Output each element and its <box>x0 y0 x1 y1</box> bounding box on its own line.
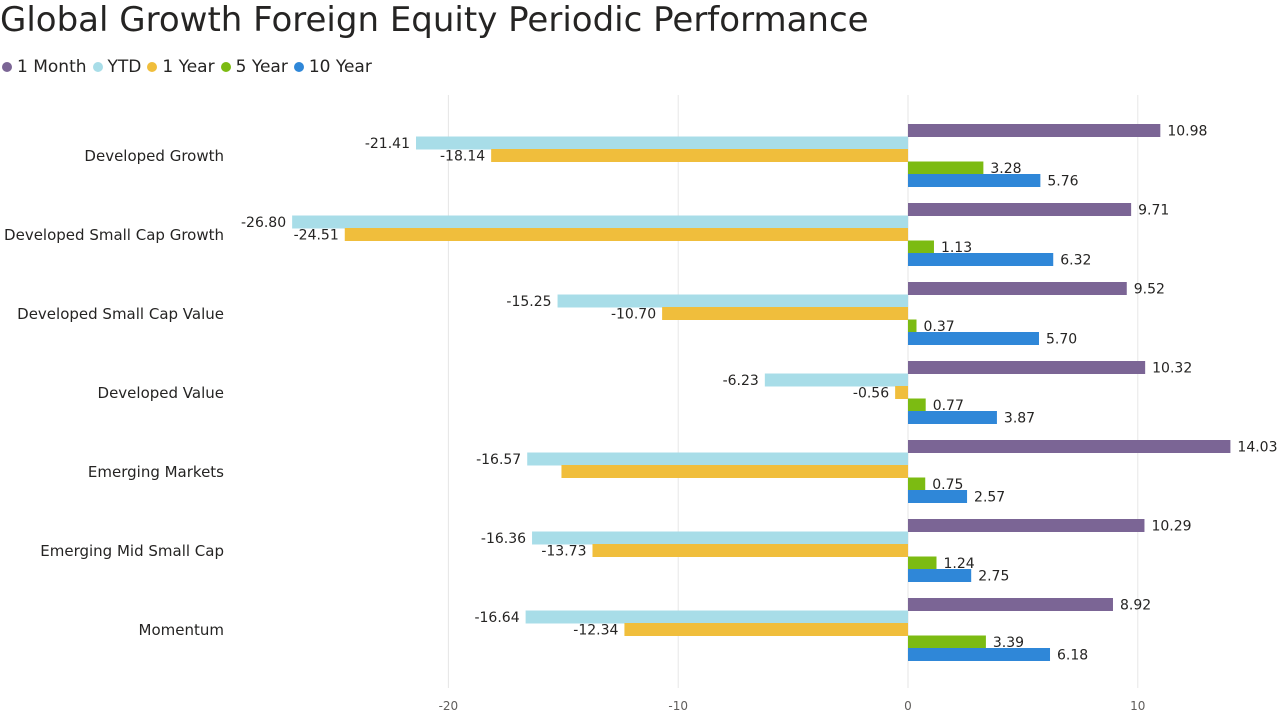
bar[interactable] <box>292 215 908 229</box>
x-tick-label: -10 <box>668 699 688 713</box>
data-label: -16.64 <box>474 610 519 626</box>
bar[interactable] <box>908 440 1231 453</box>
data-label: 3.39 <box>993 635 1024 651</box>
bar[interactable] <box>908 161 984 175</box>
data-label: 3.28 <box>990 161 1021 177</box>
data-label: 1.13 <box>941 240 972 256</box>
bar[interactable] <box>908 569 972 582</box>
legend-dot-icon <box>2 62 12 72</box>
bar[interactable] <box>908 203 1132 216</box>
data-label: -15.25 <box>506 294 551 310</box>
category-label: Momentum <box>139 621 224 639</box>
bar[interactable] <box>415 136 908 150</box>
legend-dot-icon <box>220 62 231 72</box>
bar[interactable] <box>908 635 986 649</box>
legend-label: YTD <box>107 57 142 77</box>
data-label: -16.57 <box>476 452 521 468</box>
data-label: -26.80 <box>241 215 286 231</box>
data-label: 9.52 <box>1134 282 1165 298</box>
bar[interactable] <box>662 307 908 320</box>
bar[interactable] <box>557 294 908 308</box>
data-label: 10.29 <box>1151 519 1191 535</box>
data-label: 5.76 <box>1047 174 1078 190</box>
data-label: 10.98 <box>1167 124 1207 140</box>
chart-title: Global Growth Foreign Equity Periodic Pe… <box>0 0 869 40</box>
data-label: 8.92 <box>1120 598 1151 614</box>
category-label: Emerging Markets <box>88 463 224 481</box>
bar[interactable] <box>624 623 908 636</box>
data-label: 5.70 <box>1046 332 1077 348</box>
bar[interactable] <box>908 477 926 491</box>
legend-item-1-month[interactable]: 1 Month <box>2 57 87 77</box>
bar[interactable] <box>764 373 908 387</box>
data-label: -6.23 <box>723 373 759 389</box>
legend-dot-icon <box>92 62 103 72</box>
category-label: Developed Small Cap Value <box>17 305 224 323</box>
bar[interactable] <box>532 531 908 545</box>
bar[interactable] <box>908 411 997 424</box>
bar[interactable] <box>908 361 1146 374</box>
bar[interactable] <box>908 240 934 254</box>
bar[interactable] <box>525 610 908 624</box>
bar[interactable] <box>908 124 1161 137</box>
data-label: 2.75 <box>978 569 1009 585</box>
bar[interactable] <box>344 228 908 241</box>
bar[interactable] <box>908 648 1051 661</box>
data-label: -21.41 <box>365 136 410 152</box>
data-label: -24.51 <box>294 228 339 244</box>
bar[interactable] <box>561 465 908 478</box>
category-label: Developed Growth <box>84 147 224 165</box>
data-label: -18.14 <box>440 149 485 165</box>
bar[interactable] <box>908 556 937 570</box>
data-label: 0.37 <box>924 319 955 335</box>
data-label: 0.75 <box>932 477 963 493</box>
category-label: Developed Value <box>98 384 224 402</box>
data-label: 3.87 <box>1004 411 1035 427</box>
category-label: Emerging Mid Small Cap <box>40 542 224 560</box>
x-tick-label: 10 <box>1130 699 1145 713</box>
bar[interactable] <box>491 149 908 162</box>
data-label: 14.03 <box>1237 440 1277 456</box>
legend-item-10-year[interactable]: 10 Year <box>293 57 372 77</box>
bar[interactable] <box>592 544 908 557</box>
bar[interactable] <box>908 174 1041 187</box>
chart-legend: 1 Month YTD 1 Year 5 Year 10 Year <box>2 57 378 77</box>
data-label: 6.18 <box>1057 648 1088 664</box>
data-label: -13.73 <box>541 544 586 560</box>
data-label: 0.77 <box>933 398 964 414</box>
bar[interactable] <box>908 519 1145 532</box>
bar[interactable] <box>908 282 1127 295</box>
bar[interactable] <box>908 319 917 333</box>
legend-label: 1 Year <box>162 57 215 77</box>
data-label: 9.71 <box>1138 203 1169 219</box>
category-label: Developed Small Cap Growth <box>4 226 224 244</box>
legend-dot-icon <box>147 62 158 72</box>
bar[interactable] <box>908 253 1054 266</box>
data-label: 2.57 <box>974 490 1005 506</box>
legend-dot-icon <box>293 62 304 72</box>
legend-label: 10 Year <box>308 57 372 77</box>
legend-item-1-year[interactable]: 1 Year <box>147 57 215 77</box>
bar[interactable] <box>908 598 1113 611</box>
data-label: -16.36 <box>481 531 526 547</box>
data-label: -12.34 <box>573 623 618 639</box>
legend-label: 1 Month <box>17 57 87 77</box>
bar[interactable] <box>895 386 908 399</box>
legend-item-ytd[interactable]: YTD <box>92 57 142 77</box>
x-tick-label: -20 <box>439 699 459 713</box>
data-label: 10.32 <box>1152 361 1192 377</box>
data-label: -10.70 <box>611 307 656 323</box>
data-label: -0.56 <box>853 386 889 402</box>
bar[interactable] <box>908 332 1039 345</box>
data-label: 6.32 <box>1060 253 1091 269</box>
x-tick-label: 0 <box>904 699 912 713</box>
data-label: 1.24 <box>943 556 974 572</box>
bar[interactable] <box>908 398 926 412</box>
bar[interactable] <box>908 490 968 503</box>
bar[interactable] <box>527 452 908 466</box>
legend-item-5-year[interactable]: 5 Year <box>220 57 288 77</box>
legend-label: 5 Year <box>235 57 288 77</box>
